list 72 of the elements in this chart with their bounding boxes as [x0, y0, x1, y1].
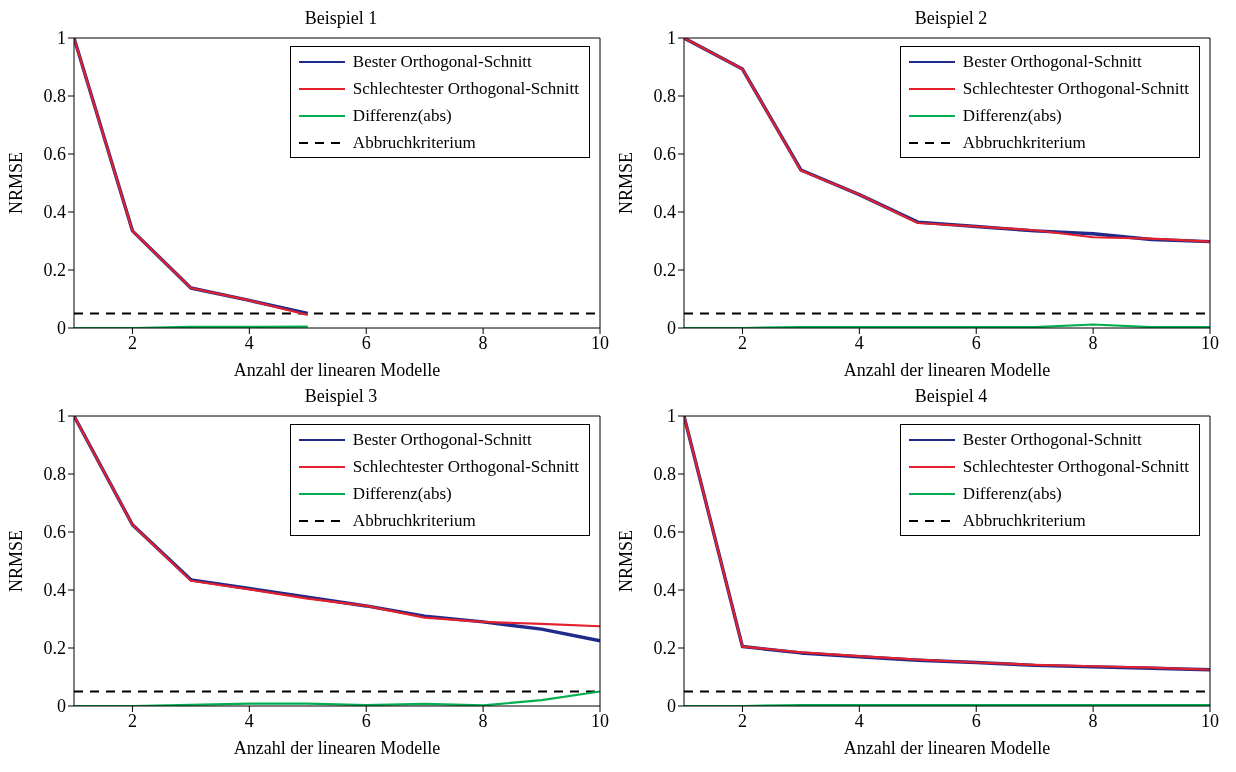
- legend-label: Bester Orthogonal-Schnitt: [962, 429, 1142, 450]
- x-axis-title: Anzahl der linearen Modelle: [843, 738, 1051, 758]
- legend-label: Differenz(abs): [962, 483, 1062, 504]
- legend-label: Differenz(abs): [352, 105, 452, 126]
- x-axis-title: Anzahl der linearen Modelle: [843, 360, 1051, 380]
- y-tick-label: 1: [57, 406, 66, 427]
- legend-label: Bester Orthogonal-Schnitt: [352, 429, 532, 450]
- y-tick-label: 0.4: [653, 202, 676, 223]
- legend-label: Bester Orthogonal-Schnitt: [352, 51, 532, 72]
- y-axis-title: NRMSE: [616, 529, 637, 593]
- x-tick-label: 6: [361, 332, 371, 353]
- y-tick-label: 0.2: [653, 638, 676, 659]
- legend-label: Abbruchkriterium: [352, 132, 476, 153]
- y-tick-label: 0.8: [653, 464, 676, 485]
- legend-label: Bester Orthogonal-Schnitt: [962, 51, 1142, 72]
- y-tick-label: 0: [57, 318, 66, 339]
- y-tick-label: 0.6: [653, 522, 676, 543]
- x-tick-label: 10: [591, 332, 609, 353]
- x-axis-title: Anzahl der linearen Modelle: [233, 360, 441, 380]
- x-tick-label: 2: [737, 332, 747, 353]
- x-tick-label: 8: [478, 710, 488, 731]
- x-tick-label: 6: [971, 710, 981, 731]
- x-axis-title: Anzahl der linearen Modelle: [233, 738, 441, 758]
- y-tick-label: 0.6: [43, 522, 66, 543]
- y-tick-label: 0.8: [43, 86, 66, 107]
- x-tick-label: 8: [478, 332, 488, 353]
- y-tick-label: 0.2: [653, 260, 676, 281]
- legend-label: Schlechtester Orthogonal-Schnitt: [352, 78, 579, 99]
- y-tick-label: 0.2: [43, 260, 66, 281]
- x-tick-label: 2: [127, 710, 137, 731]
- x-tick-label: 10: [1201, 332, 1219, 353]
- legend-label: Schlechtester Orthogonal-Schnitt: [352, 456, 579, 477]
- x-tick-label: 8: [1088, 332, 1098, 353]
- y-tick-label: 0.4: [43, 580, 66, 601]
- chart-title: Beispiel 2: [913, 8, 989, 30]
- y-axis-title: NRMSE: [616, 151, 637, 215]
- legend-label: Schlechtester Orthogonal-Schnitt: [962, 456, 1189, 477]
- x-tick-label: 4: [244, 332, 254, 353]
- y-tick-label: 0.8: [43, 464, 66, 485]
- y-tick-label: 1: [57, 28, 66, 49]
- legend-label: Abbruchkriterium: [962, 510, 1086, 531]
- x-tick-label: 10: [591, 710, 609, 731]
- y-tick-label: 1: [667, 28, 676, 49]
- x-tick-label: 4: [854, 710, 864, 731]
- x-tick-label: 8: [1088, 710, 1098, 731]
- y-tick-label: 1: [667, 406, 676, 427]
- x-tick-label: 4: [244, 710, 254, 731]
- y-tick-label: 0.4: [653, 580, 676, 601]
- legend-label: Abbruchkriterium: [352, 510, 476, 531]
- y-tick-label: 0.2: [43, 638, 66, 659]
- x-tick-label: 2: [127, 332, 137, 353]
- legend-label: Differenz(abs): [962, 105, 1062, 126]
- y-axis-title: NRMSE: [6, 529, 27, 593]
- y-tick-label: 0: [667, 318, 676, 339]
- y-tick-label: 0.6: [653, 144, 676, 165]
- x-tick-label: 2: [737, 710, 747, 731]
- legend-label: Schlechtester Orthogonal-Schnitt: [962, 78, 1189, 99]
- x-tick-label: 10: [1201, 710, 1219, 731]
- chart-title: Beispiel 1: [303, 8, 379, 30]
- y-tick-label: 0.6: [43, 144, 66, 165]
- x-tick-label: 6: [361, 710, 371, 731]
- y-tick-label: 0.8: [653, 86, 676, 107]
- legend-label: Differenz(abs): [352, 483, 452, 504]
- y-tick-label: 0: [667, 696, 676, 717]
- y-tick-label: 0: [57, 696, 66, 717]
- x-tick-label: 4: [854, 332, 864, 353]
- chart-title: Beispiel 4: [913, 386, 989, 408]
- y-axis-title: NRMSE: [6, 151, 27, 215]
- legend-label: Abbruchkriterium: [962, 132, 1086, 153]
- x-tick-label: 6: [971, 332, 981, 353]
- chart-title: Beispiel 3: [303, 386, 379, 408]
- y-tick-label: 0.4: [43, 202, 66, 223]
